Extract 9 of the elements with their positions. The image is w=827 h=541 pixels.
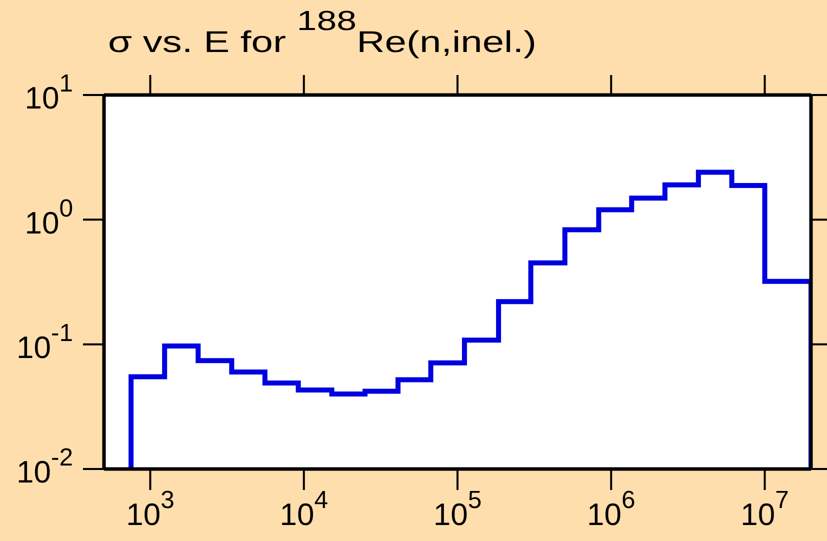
x-tick-label: 10$^{3}$ — [126, 487, 174, 532]
y-tick-label: 10$^{1}$ — [24, 70, 73, 116]
y-tick-label: 10$^{-1}$ — [16, 320, 73, 365]
x-tick-label: 10$^{5}$ — [433, 487, 482, 532]
x-tick-label: 10$^{4}$ — [280, 487, 328, 532]
x-tick-label: 10$^{6}$ — [586, 487, 636, 532]
y-tick-label: 10$^{0}$ — [24, 196, 73, 240]
x-tick-label: 10$^{7}$ — [740, 487, 789, 532]
y-tick-label: 10$^{-2}$ — [16, 444, 73, 490]
